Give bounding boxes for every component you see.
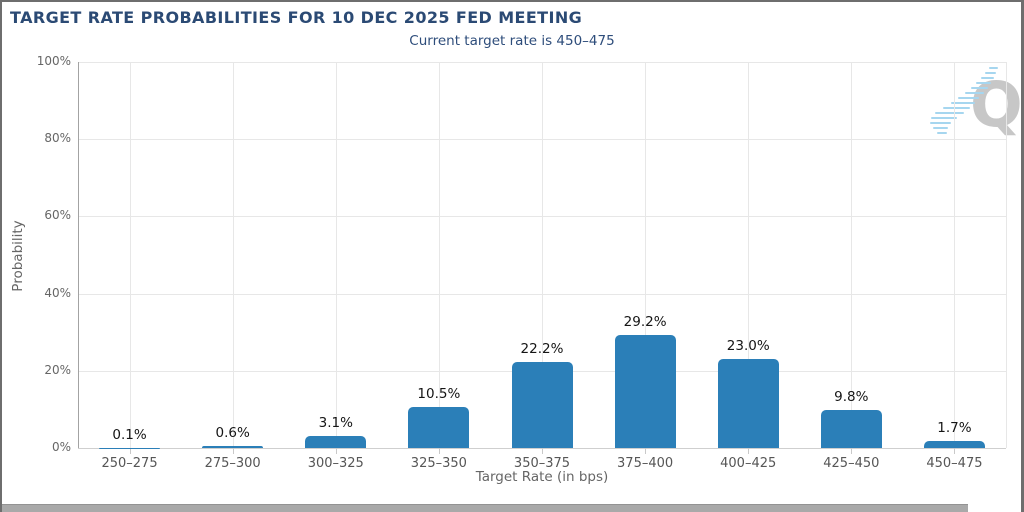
bar-350-375[interactable] — [511, 362, 573, 448]
x-tick-label: 425–450 — [823, 456, 880, 471]
category-gridline — [335, 62, 337, 448]
watermark-dash — [985, 72, 996, 74]
x-tick-label: 325–350 — [410, 456, 467, 471]
watermark-dash — [981, 77, 994, 79]
watermark-dash — [971, 87, 988, 89]
y-axis-line — [78, 62, 79, 448]
x-axis-tick — [438, 448, 440, 454]
x-axis-tick — [954, 448, 956, 454]
chart-title: TARGET RATE PROBABILITIES FOR 10 DEC 202… — [10, 8, 583, 27]
watermark-dash — [931, 117, 957, 119]
x-axis-tick — [748, 448, 750, 454]
bar-value-label: 0.1% — [112, 426, 147, 443]
watermark-dash — [989, 67, 998, 69]
bar-325-350[interactable] — [408, 407, 470, 448]
y-tick-label-40: 40% — [44, 285, 71, 300]
x-axis-tick — [335, 448, 337, 454]
x-axis-tick — [232, 448, 234, 454]
window-border-top — [0, 0, 1024, 2]
bar-value-label: 10.5% — [417, 386, 461, 403]
category-gridline — [954, 62, 956, 448]
watermark-dash — [951, 102, 975, 104]
watermark-dash — [958, 97, 979, 99]
watermark-dash — [930, 122, 951, 124]
horizontal-scrollbar[interactable] — [2, 504, 968, 512]
category-gridline — [851, 62, 853, 448]
bar-value-label: 23.0% — [726, 338, 770, 355]
window-border-right — [1021, 0, 1024, 512]
x-tick-label: 350–375 — [513, 456, 571, 471]
chart-subtitle: Current target rate is 450–475 — [409, 33, 615, 49]
x-axis-tick — [129, 448, 131, 454]
category-gridline — [438, 62, 440, 448]
x-tick-label: 300–325 — [307, 456, 364, 471]
x-axis-tick — [645, 448, 647, 454]
category-gridline — [542, 62, 543, 448]
bar-450-475[interactable] — [923, 441, 985, 448]
category-gridline — [748, 62, 750, 448]
x-axis-title: Target Rate (in bps) — [475, 469, 609, 485]
bar-425-450[interactable] — [820, 410, 882, 448]
x-tick-label: 400–425 — [720, 456, 777, 471]
category-gridline — [645, 62, 647, 448]
window-border-left — [0, 0, 2, 512]
bar-value-label: 0.6% — [215, 424, 250, 441]
y-tick-label-100: 100% — [36, 54, 71, 68]
x-axis-tick — [851, 448, 853, 454]
watermark-dash — [935, 112, 964, 114]
bar-400-425[interactable] — [717, 359, 779, 448]
bar-300-325[interactable] — [305, 436, 367, 448]
bar-value-label: 1.7% — [937, 420, 972, 437]
x-tick-label: 250–275 — [101, 456, 158, 471]
y-tick-label-20: 20% — [44, 362, 71, 377]
x-tick-label: 450–475 — [926, 456, 983, 471]
category-gridline — [232, 62, 234, 448]
x-axis-tick — [542, 448, 543, 454]
bar-275-300[interactable] — [202, 445, 264, 448]
bar-value-label: 22.2% — [520, 341, 564, 358]
watermark-dash — [965, 92, 984, 94]
bar-375-400[interactable] — [614, 335, 676, 448]
plot-right-edge-line — [1006, 62, 1007, 448]
category-gridline — [129, 62, 131, 448]
x-tick-label: 375–400 — [617, 456, 674, 471]
bar-value-label: 9.8% — [834, 389, 869, 406]
y-tick-label-80: 80% — [44, 131, 71, 146]
y-axis-title: Probability — [10, 220, 26, 292]
y-tick-label-60: 60% — [44, 208, 71, 223]
y-tick-label-0: 0% — [51, 440, 71, 454]
bar-value-label: 29.2% — [623, 314, 667, 331]
watermark-dash — [976, 82, 991, 84]
bar-value-label: 3.1% — [318, 415, 353, 432]
watermark-dash — [937, 132, 947, 134]
x-tick-label: 275–300 — [204, 456, 261, 471]
watermark-dash — [943, 107, 970, 109]
watermark-dash — [933, 127, 948, 129]
